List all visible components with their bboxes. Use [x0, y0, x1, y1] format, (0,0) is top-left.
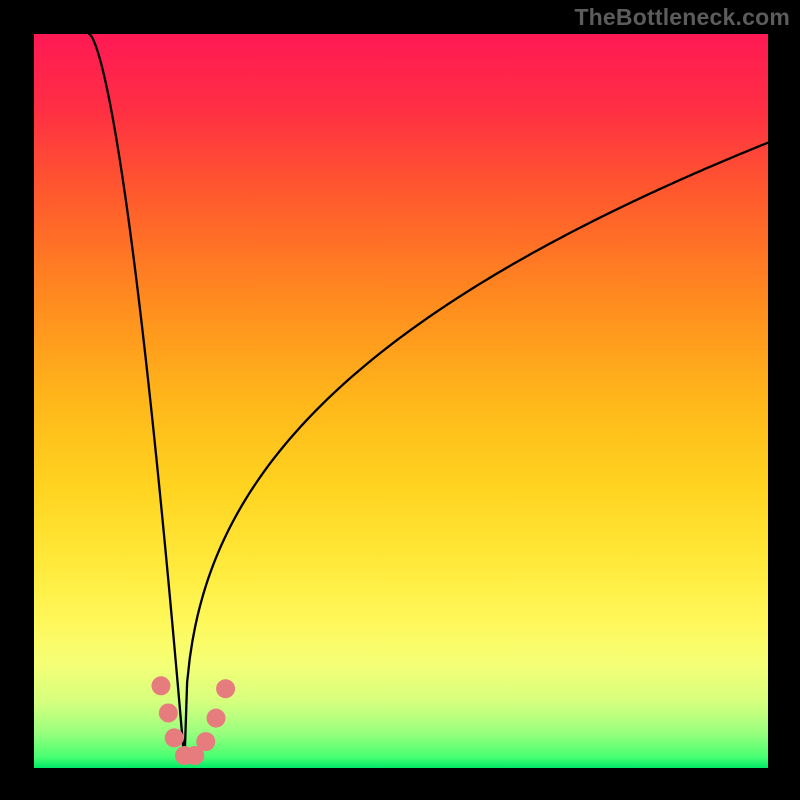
plot-svg	[34, 34, 768, 768]
marker-dot	[216, 679, 235, 698]
plot-area	[34, 34, 768, 768]
chart-stage: TheBottleneck.com	[0, 0, 800, 800]
watermark-text: TheBottleneck.com	[574, 4, 790, 31]
gradient-background	[34, 34, 768, 768]
marker-dot	[196, 732, 215, 751]
marker-dot	[151, 676, 170, 695]
marker-dot	[207, 709, 226, 728]
marker-dot	[159, 703, 178, 722]
marker-dot	[165, 728, 184, 747]
